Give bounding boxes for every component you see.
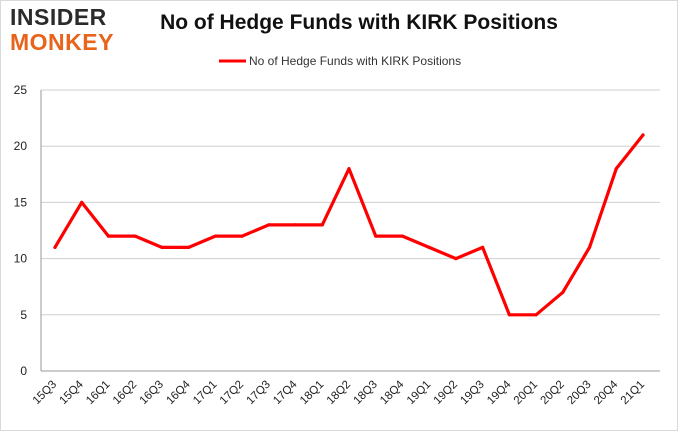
legend-label: No of Hedge Funds with KIRK Positions: [249, 54, 461, 68]
x-tick-label: 19Q1: [405, 379, 433, 407]
data-point: [106, 234, 111, 238]
data-point: [213, 234, 217, 238]
data-point: [133, 234, 137, 238]
x-tick-label: 18Q4: [378, 378, 407, 407]
x-tick-label: 19Q4: [485, 378, 514, 407]
data-point: [400, 234, 405, 238]
data-point: [561, 290, 565, 294]
data-point: [454, 257, 458, 261]
data-point: [293, 223, 298, 227]
data-point: [507, 313, 511, 317]
x-tick-label: 18Q1: [298, 379, 326, 407]
insider-monkey-logo: INSIDER MONKEY: [10, 4, 126, 54]
data-point: [534, 313, 538, 317]
chart-title: No of Hedge Funds with KIRK Positions: [160, 11, 558, 34]
axes: [40, 90, 660, 372]
data-point: [347, 167, 351, 171]
data-point: [320, 223, 324, 227]
data-point: [641, 133, 645, 137]
x-tick-label: 19Q3: [458, 379, 486, 407]
gridlines: [41, 89, 660, 316]
data-point: [187, 245, 191, 249]
data-point: [427, 245, 431, 249]
x-tick-label: 17Q1: [191, 379, 219, 407]
x-tick-label: 18Q3: [351, 379, 379, 407]
data-point: [240, 234, 244, 238]
x-tick-label: 16Q3: [138, 379, 166, 407]
x-tick-label: 20Q4: [592, 378, 621, 407]
x-tick-label: 19Q2: [432, 379, 460, 407]
y-tick-label: 20: [14, 139, 28, 153]
x-tick-label: 18Q2: [325, 379, 353, 407]
y-tick-label: 5: [20, 308, 27, 322]
data-point: [160, 245, 164, 249]
data-points: [53, 133, 645, 317]
data-point: [374, 234, 378, 238]
x-tick-label: 17Q4: [271, 378, 300, 407]
data-point: [587, 245, 592, 249]
x-tick-label: 21Q1: [619, 379, 647, 407]
x-tick-label: 17Q3: [245, 379, 273, 407]
legend: No of Hedge Funds with KIRK Positions: [219, 54, 461, 68]
data-point: [481, 245, 485, 249]
y-tick-label: 25: [14, 83, 28, 97]
y-tick-labels: 0 5 10 15 20 25: [14, 83, 28, 378]
series-lines: [53, 133, 645, 317]
data-point: [267, 223, 271, 227]
x-tick-label: 20Q1: [512, 379, 540, 407]
x-tick-labels: 15Q315Q416Q116Q216Q316Q417Q117Q217Q317Q4…: [31, 378, 647, 407]
x-tick-label: 20Q2: [539, 379, 567, 407]
y-tick-label: 15: [14, 195, 28, 209]
x-tick-label: 20Q3: [565, 379, 593, 407]
y-tick-label: 0: [20, 364, 27, 378]
logo-line-2: MONKEY: [10, 29, 114, 55]
x-tick-label: 16Q2: [111, 379, 139, 407]
data-point: [80, 200, 84, 204]
x-tick-label: 15Q4: [57, 378, 86, 407]
x-tick-label: 16Q1: [84, 379, 112, 407]
data-point: [614, 167, 618, 171]
x-tick-label: 15Q3: [31, 379, 59, 407]
x-tick-label: 16Q4: [164, 378, 193, 407]
logo-line-1: INSIDER: [10, 4, 107, 30]
y-tick-label: 10: [14, 252, 28, 266]
series-line: [53, 133, 645, 317]
x-tick-label: 17Q2: [218, 379, 246, 407]
data-point: [53, 245, 57, 249]
